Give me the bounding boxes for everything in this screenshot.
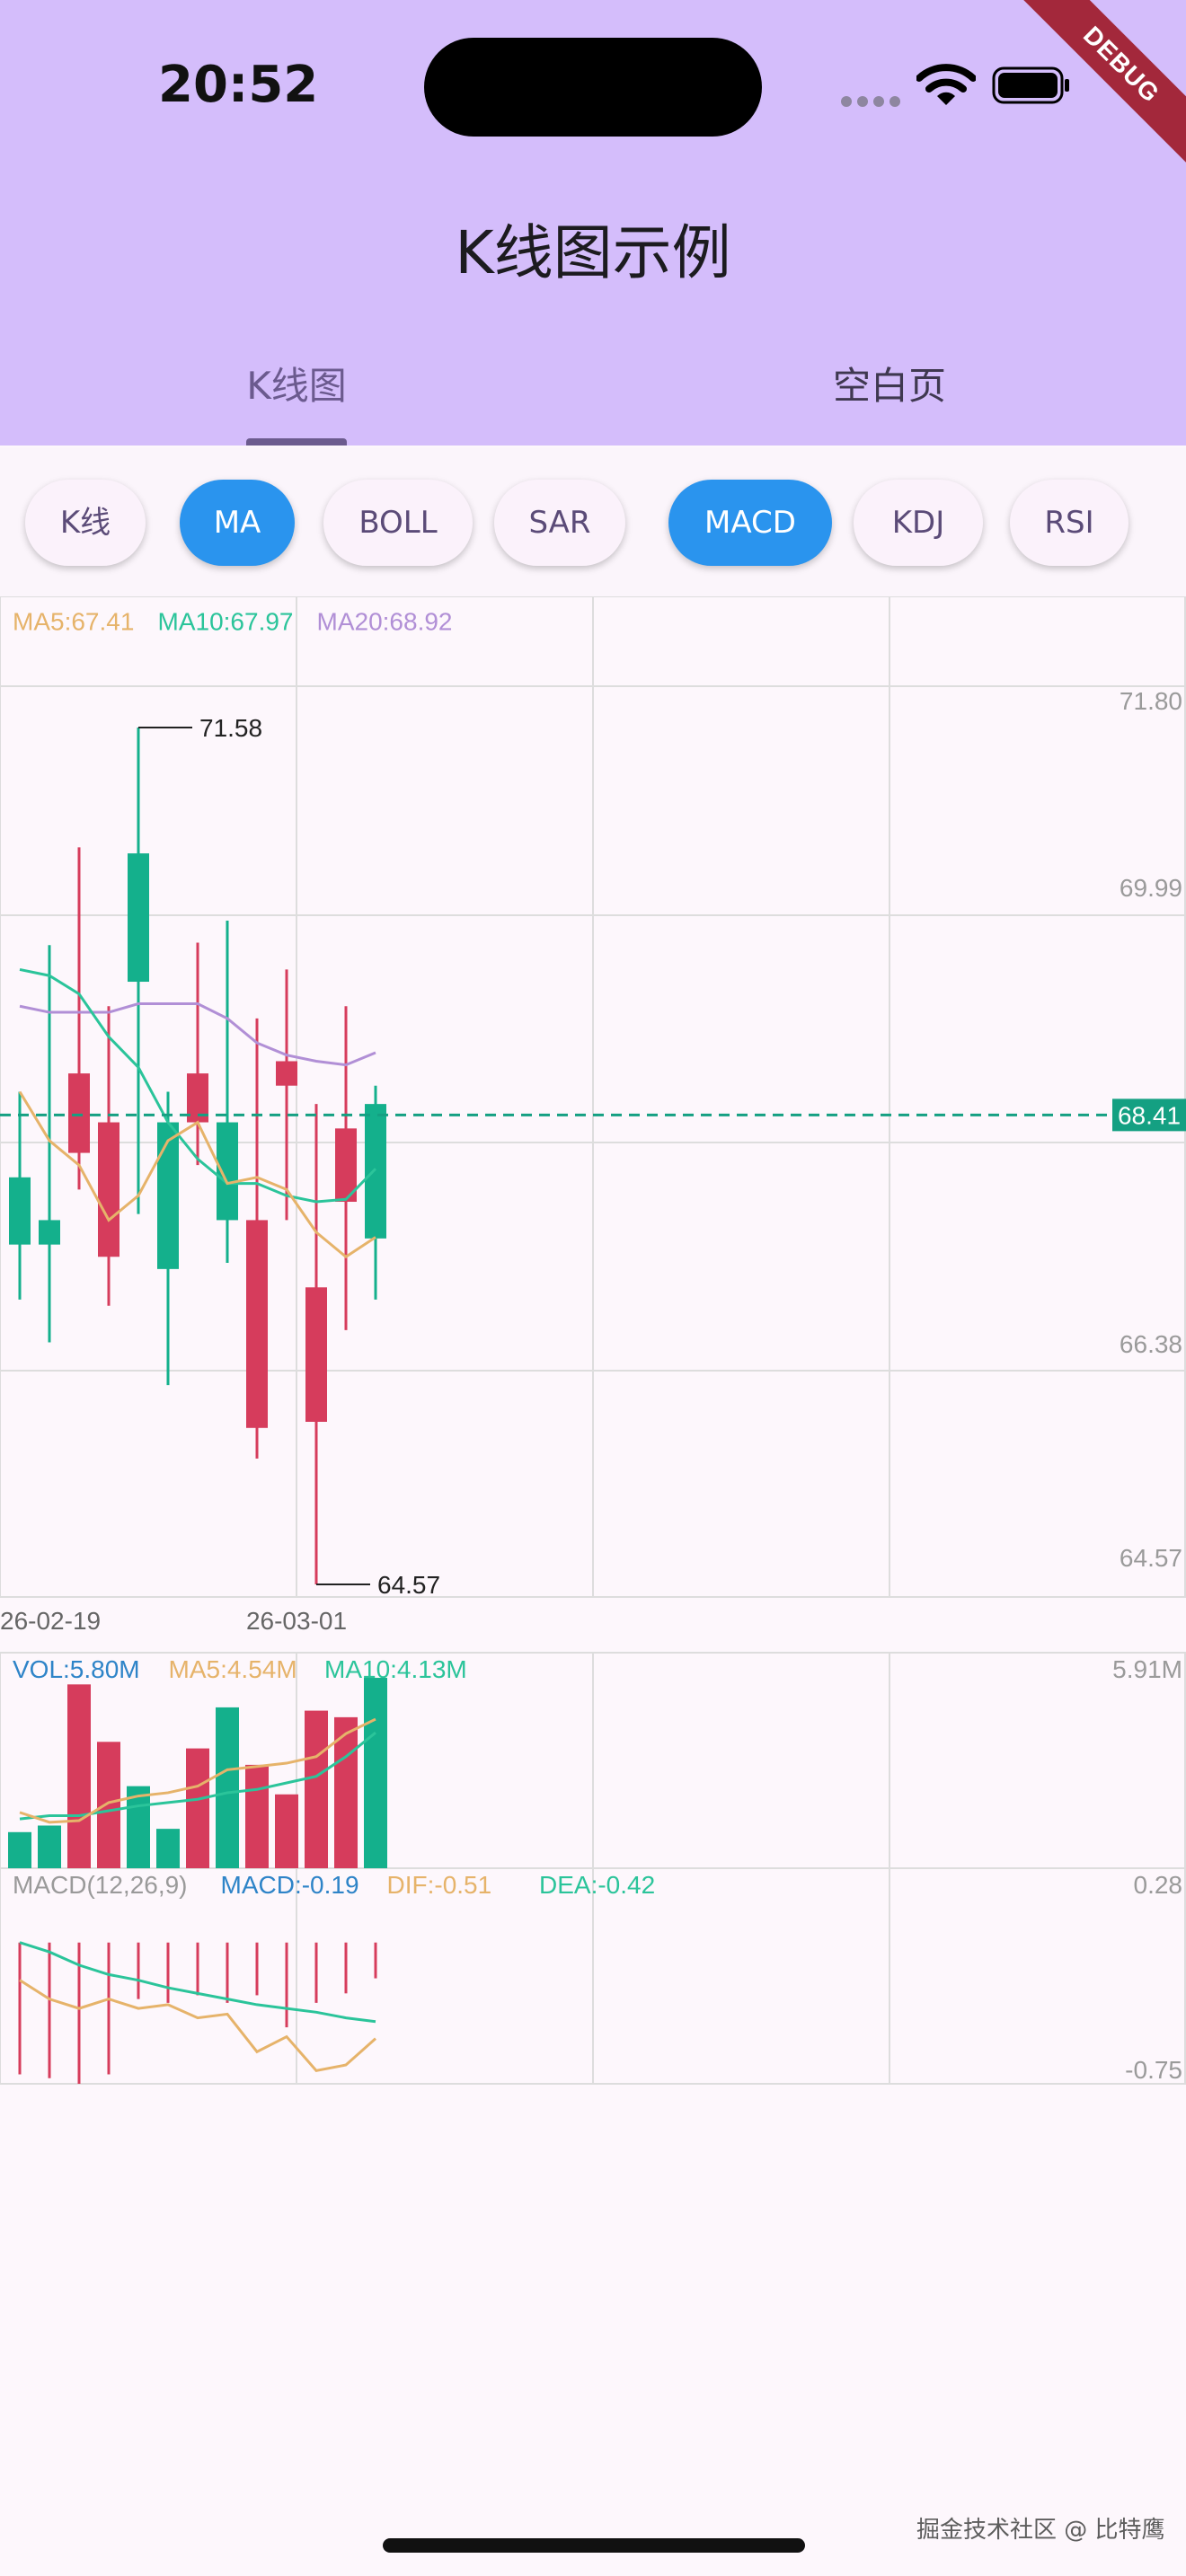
vol-ma10-line bbox=[19, 1731, 376, 1821]
volume-bar bbox=[127, 1786, 150, 1868]
chip-rsi[interactable]: RSI bbox=[1010, 480, 1128, 566]
chip-macd[interactable]: MACD bbox=[668, 480, 832, 566]
home-indicator bbox=[383, 2538, 805, 2553]
chip-kline[interactable]: K线 bbox=[25, 480, 146, 566]
volume-bar bbox=[364, 1678, 387, 1868]
candle-body bbox=[305, 1287, 327, 1422]
volume-bar bbox=[38, 1825, 61, 1868]
main-y-tick-3: 66.38 bbox=[1120, 1330, 1182, 1358]
volume-bar bbox=[216, 1707, 239, 1868]
candle-body bbox=[365, 1104, 386, 1239]
main-y-tick-0: 71.80 bbox=[1120, 687, 1182, 715]
main-y-tick-4: 64.57 bbox=[1120, 1544, 1182, 1572]
candle-body bbox=[276, 1061, 297, 1086]
volume-bar bbox=[245, 1764, 269, 1868]
candle-body bbox=[9, 1177, 31, 1245]
candle-body bbox=[128, 853, 149, 983]
volume-bar bbox=[305, 1710, 328, 1868]
x-label-0: 26-02-19 bbox=[0, 1607, 101, 1635]
vol-legend-0: VOL:5.80M bbox=[13, 1655, 140, 1683]
current-price-tag bbox=[1112, 1098, 1186, 1132]
volume-bar bbox=[97, 1742, 120, 1868]
watermark: 掘金技术社区 @ 比特鹰 bbox=[916, 2517, 1165, 2544]
min-label: 64.57 bbox=[377, 1571, 440, 1599]
macd-legend-2: DIF:-0.51 bbox=[387, 1871, 492, 1899]
macd-legend-3: DEA:-0.42 bbox=[539, 1871, 655, 1899]
vol-legend-2: MA10:4.13M bbox=[324, 1655, 467, 1683]
ma10-line bbox=[19, 967, 377, 1204]
candle-body bbox=[335, 1128, 357, 1203]
chip-ma[interactable]: MA bbox=[180, 480, 295, 566]
candle-body bbox=[68, 1073, 90, 1153]
kline-chart[interactable]: MA5:67.41 MA10:67.97 MA20:68.92 71.80 69.99 6… bbox=[0, 596, 1186, 2087]
battery-icon bbox=[992, 66, 1069, 104]
chip-sar[interactable]: SAR bbox=[494, 480, 625, 566]
dynamic-island bbox=[424, 38, 762, 137]
candle-body bbox=[246, 1220, 268, 1428]
main-legend-1: MA10:67.97 bbox=[158, 607, 294, 635]
volume-bar bbox=[67, 1684, 91, 1868]
macd-y-tick-1: -0.75 bbox=[1125, 2056, 1182, 2084]
app-bar: 20:52 DEBUG K线图示例 K线图 空白页 bbox=[0, 0, 1186, 446]
chip-kdj[interactable]: KDJ bbox=[854, 480, 983, 566]
volume-bar bbox=[8, 1831, 31, 1868]
vol-ma5-line bbox=[19, 1717, 376, 1824]
volume-bar bbox=[275, 1794, 298, 1868]
dea-line bbox=[19, 1941, 376, 2024]
volume-bar bbox=[156, 1829, 180, 1868]
volume-bar bbox=[334, 1716, 358, 1868]
tab-indicator bbox=[246, 438, 347, 446]
tab-blank-page[interactable]: 空白页 bbox=[832, 364, 946, 408]
tab-kline[interactable]: K线图 bbox=[246, 364, 347, 408]
chip-boll[interactable]: BOLL bbox=[323, 480, 473, 566]
wifi-icon bbox=[916, 64, 976, 105]
current-price-label: 68.41 bbox=[1118, 1101, 1181, 1129]
vol-legend-1: MA5:4.54M bbox=[169, 1655, 297, 1683]
candle-body bbox=[157, 1122, 179, 1269]
max-label: 71.58 bbox=[199, 714, 262, 742]
vol-y-tick: 5.91M bbox=[1112, 1655, 1182, 1683]
main-legend-2: MA20:68.92 bbox=[317, 607, 453, 635]
candle-body bbox=[39, 1220, 60, 1245]
ma5-line bbox=[18, 1090, 376, 1259]
macd-legend-0: MACD(12,26,9) bbox=[13, 1871, 188, 1899]
status-time: 20:52 bbox=[158, 56, 319, 114]
macd-legend-1: MACD:-0.19 bbox=[221, 1871, 359, 1899]
macd-y-tick-0: 0.28 bbox=[1134, 1871, 1183, 1899]
page-title: K线图示例 bbox=[455, 218, 731, 287]
ma20-line bbox=[19, 1002, 376, 1067]
volume-bar bbox=[186, 1748, 209, 1868]
x-label-1: 26-03-01 bbox=[246, 1607, 347, 1635]
main-y-tick-1: 69.99 bbox=[1120, 874, 1182, 902]
candle-body bbox=[98, 1122, 119, 1257]
main-legend-0: MA5:67.41 bbox=[13, 607, 134, 635]
dif-line bbox=[19, 1979, 376, 2072]
candle-body bbox=[217, 1122, 238, 1221]
cellular-dots-icon bbox=[841, 95, 906, 111]
